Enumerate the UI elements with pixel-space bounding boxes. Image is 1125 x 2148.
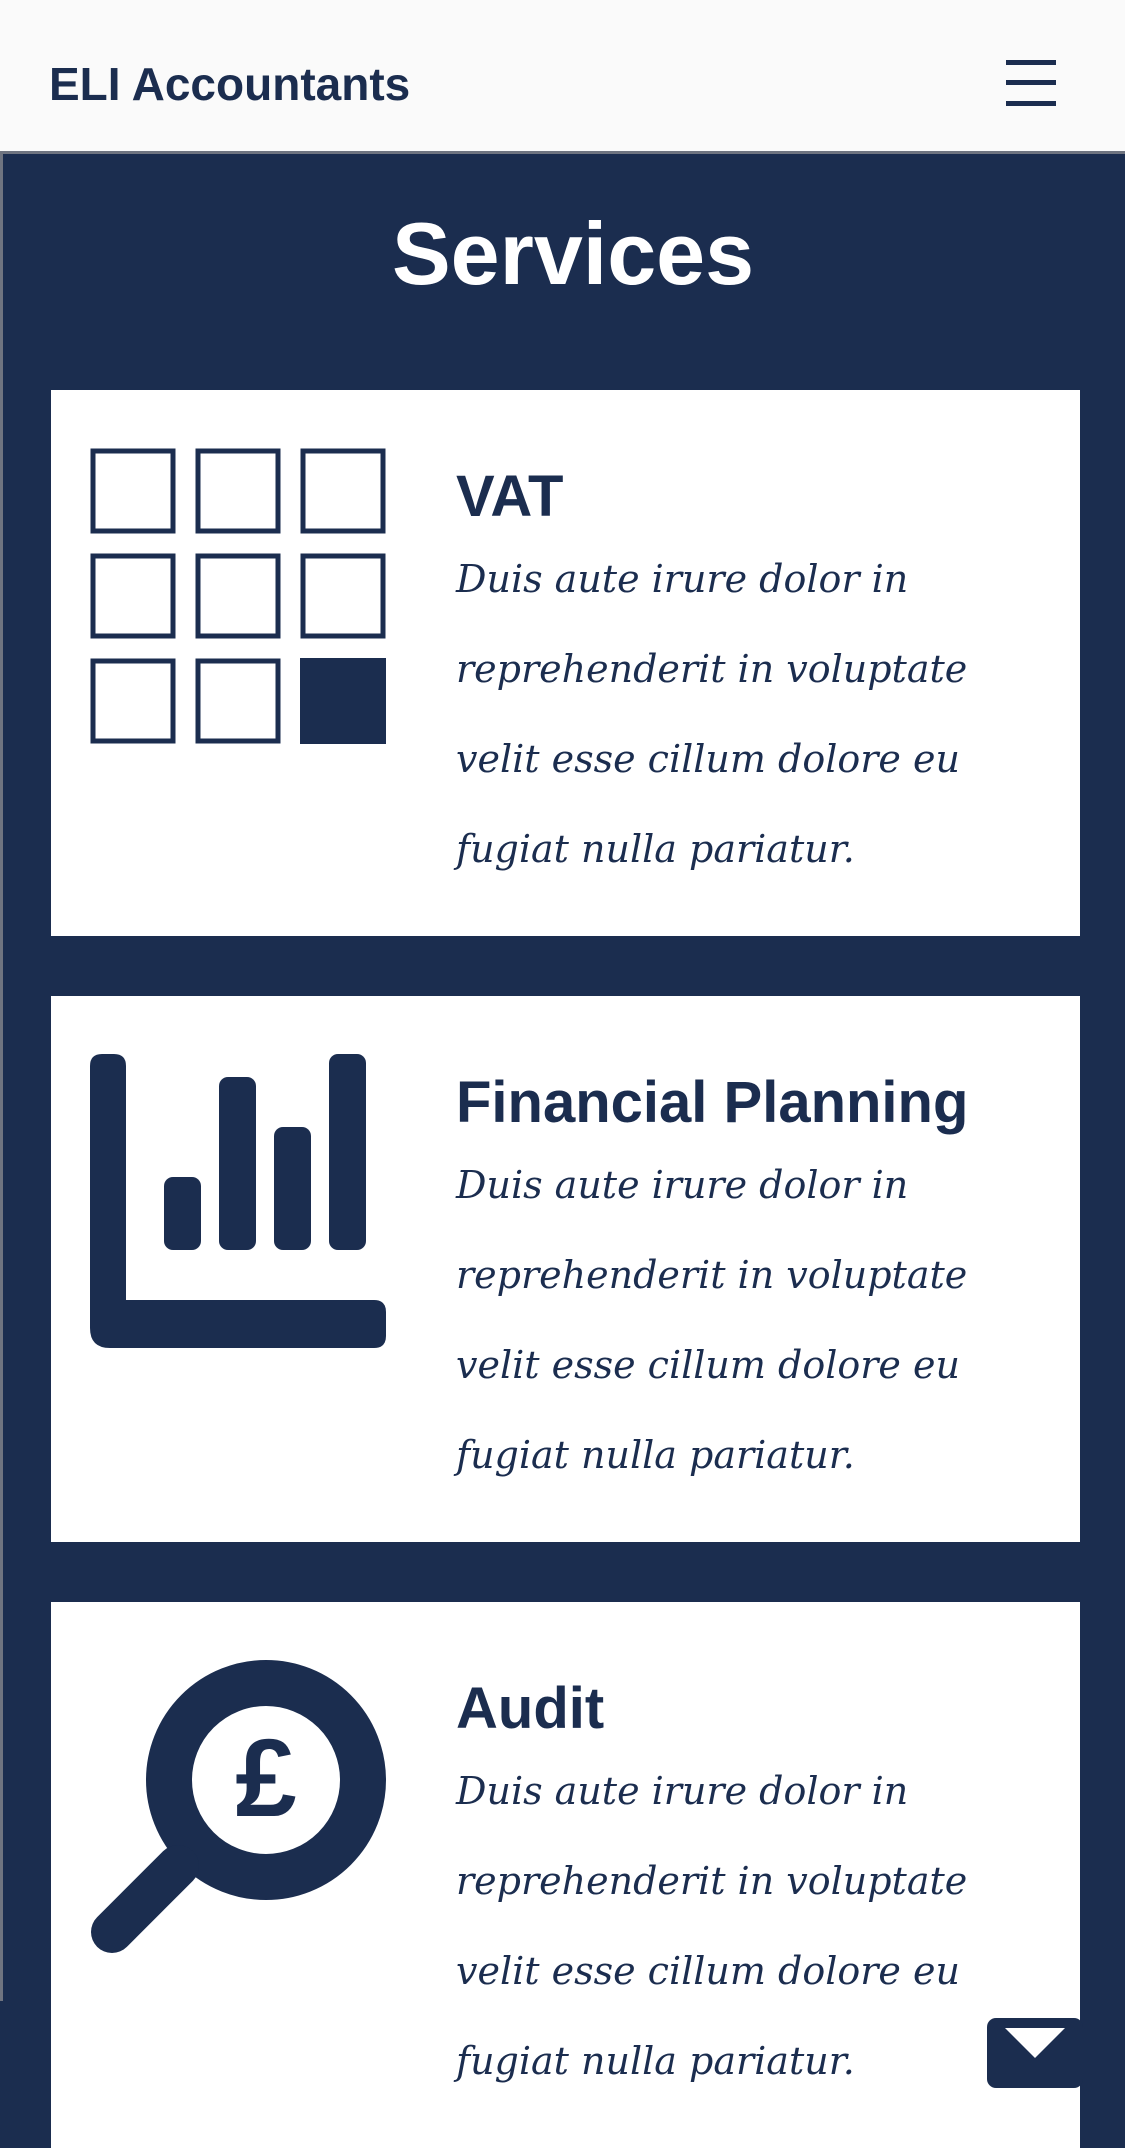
service-card-vat: VAT Duis aute irure dolor in reprehender… bbox=[51, 390, 1080, 936]
service-description: Duis aute irure dolor in reprehenderit i… bbox=[456, 1769, 968, 2083]
service-title: Audit bbox=[456, 1676, 605, 1741]
bar-chart-icon bbox=[90, 1054, 386, 1350]
magnifier-pound-icon: £ bbox=[90, 1660, 386, 1956]
contact-mail-button[interactable] bbox=[987, 2018, 1083, 2088]
section-title: Services bbox=[391, 204, 755, 303]
brand-logo-text[interactable]: ELI Accountants bbox=[49, 58, 411, 110]
service-card-financial-planning: Financial Planning Duis aute irure dolor… bbox=[51, 996, 1080, 1542]
grid-icon bbox=[90, 448, 386, 744]
svg-text:£: £ bbox=[235, 1717, 296, 1840]
services-section: Services VAT Duis aute irure dolor in re… bbox=[0, 154, 1125, 2148]
service-title: Financial Planning bbox=[456, 1070, 969, 1135]
service-description: Duis aute irure dolor in reprehenderit i… bbox=[456, 1163, 968, 1477]
site-header: ELI Accountants bbox=[0, 0, 1125, 154]
envelope-icon bbox=[987, 2018, 1083, 2088]
service-title: VAT bbox=[456, 464, 564, 529]
service-card-audit: £ Audit Duis aute irure dolor in reprehe… bbox=[51, 1602, 1080, 2148]
menu-button[interactable] bbox=[1006, 60, 1056, 106]
service-description: Duis aute irure dolor in reprehenderit i… bbox=[456, 557, 968, 871]
